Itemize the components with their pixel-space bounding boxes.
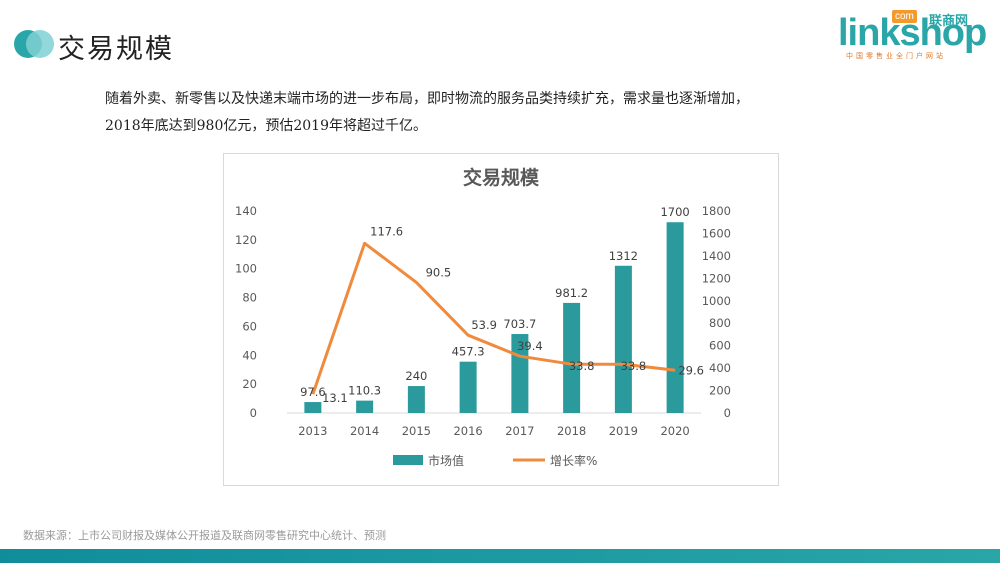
bar-data-label: 1312 [609, 249, 638, 263]
y-left-tick-label: 0 [250, 406, 257, 420]
logo-com-badge: com [892, 10, 917, 23]
y-right-tick-label: 1000 [702, 294, 731, 308]
y-right-tick-label: 200 [709, 384, 731, 398]
bar-market-value [666, 222, 684, 413]
page-title: 交易规模 [58, 34, 174, 65]
x-tick-label: 2020 [660, 424, 689, 438]
bar-market-value [356, 400, 374, 413]
y-right-tick-label: 1800 [702, 204, 731, 218]
bar-data-label: 240 [405, 369, 427, 383]
bar-data-label: 981.2 [555, 286, 588, 300]
line-data-label: 13.1 [322, 391, 348, 405]
chart-title: 交易规模 [463, 166, 540, 189]
line-data-label: 39.4 [517, 339, 543, 353]
y-left-tick-label: 60 [242, 319, 257, 333]
bar-market-value [407, 386, 425, 413]
line-data-label: 53.9 [471, 318, 497, 332]
y-left-tick-label: 80 [242, 291, 257, 305]
x-tick-label: 2017 [505, 424, 534, 438]
bar-data-label: 457.3 [452, 345, 485, 359]
line-data-label: 29.6 [678, 363, 704, 377]
y-right-tick-label: 800 [709, 316, 731, 330]
line-data-label: 33.8 [569, 359, 595, 373]
legend-bar-label: 市场值 [428, 453, 464, 468]
description: 随着外卖、新零售以及快递末端市场的进一步布局，即时物流的服务品类持续扩充，需求量… [105, 86, 905, 140]
legend-line-label: 增长率% [550, 453, 597, 468]
y-right-tick-label: 400 [709, 361, 731, 375]
y-right-tick-label: 0 [724, 406, 731, 420]
data-source-note: 数据来源：上市公司财报及媒体公开报道及联商网零售研究中心统计、预测 [23, 529, 386, 542]
title-bullet-icon [14, 30, 54, 60]
line-data-label: 117.6 [370, 224, 403, 238]
bar-data-label: 97.6 [300, 385, 326, 399]
line-data-label: 33.8 [621, 359, 647, 373]
bar-data-label: 110.3 [348, 384, 381, 398]
trading-scale-chart: 交易规模020406080100120140020040060080010001… [235, 166, 731, 468]
bar-market-value [304, 402, 322, 413]
logo-tagline: 中国零售业全门户网站 [846, 52, 946, 60]
y-left-tick-label: 120 [235, 233, 257, 247]
bar-data-label: 703.7 [503, 317, 536, 331]
bottom-accent-bar [0, 549, 1000, 563]
x-tick-label: 2019 [609, 424, 638, 438]
y-right-tick-label: 1400 [702, 249, 731, 263]
bar-market-value [563, 302, 581, 413]
x-tick-label: 2013 [298, 424, 327, 438]
y-left-tick-label: 100 [235, 262, 257, 276]
legend-bar-swatch [393, 455, 423, 465]
y-right-tick-label: 1200 [702, 271, 731, 285]
line-data-label: 90.5 [426, 265, 452, 279]
y-right-tick-label: 1600 [702, 226, 731, 240]
logo-cn-name: 联商网 [929, 14, 969, 29]
y-left-tick-label: 140 [235, 204, 257, 218]
growth-rate-line [311, 241, 676, 395]
description-line-2: 2018年底达到980亿元，预估2019年将超过千亿。 [105, 118, 427, 134]
chart-frame [223, 153, 779, 486]
y-left-tick-label: 20 [242, 377, 257, 391]
x-tick-label: 2015 [402, 424, 431, 438]
description-line-1: 随着外卖、新零售以及快递末端市场的进一步布局，即时物流的服务品类持续扩充，需求量… [105, 91, 749, 107]
y-right-tick-label: 600 [709, 339, 731, 353]
bar-market-value [614, 265, 632, 413]
x-tick-label: 2016 [453, 424, 482, 438]
x-tick-label: 2014 [350, 424, 379, 438]
bar-market-value [459, 361, 477, 413]
bar-data-label: 1700 [660, 205, 689, 219]
y-left-tick-label: 40 [242, 348, 257, 362]
linkshop-logo: linkshop com 联商网 中国零售业全门户网站 [832, 8, 987, 60]
x-tick-label: 2018 [557, 424, 586, 438]
